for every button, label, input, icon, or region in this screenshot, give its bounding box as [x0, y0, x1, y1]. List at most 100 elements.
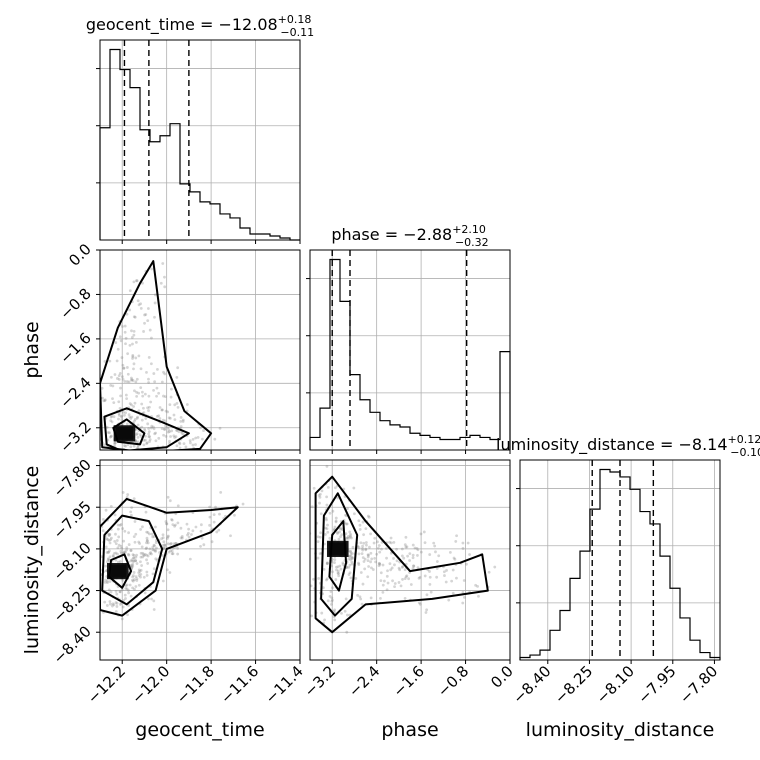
- scatter-point: [109, 536, 113, 540]
- scatter-point: [360, 552, 364, 555]
- x-tick-label-3: −11.6: [217, 662, 262, 707]
- scatter-point: [378, 562, 381, 566]
- labels-layer: geocent_time phase luminosity_distance p…: [21, 321, 714, 741]
- scatter-point: [408, 552, 412, 555]
- scatter-point: [343, 609, 347, 613]
- scatter-point: [395, 547, 398, 551]
- scatter-point: [334, 578, 338, 581]
- scatter-point: [454, 540, 458, 543]
- scatter-point: [392, 540, 396, 544]
- scatter-point: [81, 609, 84, 612]
- title-plus: +0.12: [728, 433, 760, 446]
- y-tick-label-3: −7.95: [50, 497, 95, 542]
- scatter-point: [147, 430, 151, 434]
- scatter-point: [145, 442, 149, 445]
- scatter-point: [368, 545, 371, 549]
- scatter-point: [164, 520, 168, 523]
- contour-level-2: [100, 497, 239, 617]
- scatter-point: [428, 575, 432, 579]
- scatter-point: [148, 435, 152, 439]
- scatter-point: [462, 595, 466, 599]
- scatter-point: [154, 431, 158, 435]
- scatter-point: [90, 603, 93, 606]
- scatter-point: [169, 541, 173, 545]
- scatter-point: [336, 532, 339, 535]
- scatter-point: [443, 574, 446, 577]
- scatter-point: [330, 596, 334, 600]
- scatter-point: [200, 536, 204, 540]
- scatter-point: [336, 569, 340, 573]
- scatter-point: [428, 570, 431, 573]
- scatter-point: [461, 601, 465, 605]
- scatter-point: [136, 436, 140, 439]
- scatter-point: [176, 552, 180, 556]
- scatter-point: [347, 535, 350, 538]
- scatter-point: [119, 550, 123, 553]
- scatter-point: [109, 435, 113, 438]
- scatter-point: [357, 561, 360, 565]
- scatter-point: [445, 569, 448, 572]
- scatter-point: [157, 414, 161, 418]
- scatter-point: [193, 451, 196, 454]
- scatter-point: [130, 329, 133, 333]
- scatter-point: [143, 434, 147, 438]
- scatter-point: [135, 433, 138, 436]
- scatter-point: [233, 513, 236, 517]
- scatter-point: [120, 356, 124, 359]
- scatter-point: [131, 354, 135, 357]
- y-tick-label-4: −7.80: [50, 456, 95, 501]
- scatter-point: [325, 464, 329, 468]
- scatter-point: [128, 402, 132, 406]
- scatter-point: [401, 565, 405, 568]
- scatter-point: [96, 425, 99, 428]
- scatter-point: [153, 380, 157, 384]
- x-axis-label-luminosity_distance: luminosity_distance: [526, 719, 715, 741]
- scatter-point: [106, 581, 109, 584]
- scatter-point: [170, 429, 174, 433]
- scatter-point: [461, 541, 465, 545]
- scatter-point: [347, 536, 351, 540]
- scatter-point: [109, 434, 113, 438]
- scatter-point: [139, 367, 143, 371]
- scatter-point: [97, 551, 100, 554]
- scatter-point: [333, 525, 337, 529]
- scatter-point: [365, 543, 368, 547]
- scatter-point: [376, 546, 380, 550]
- x-axis-label-phase: phase: [381, 719, 438, 741]
- scatter-point: [150, 424, 154, 428]
- scatter-point: [333, 558, 337, 562]
- scatter-point: [163, 419, 167, 423]
- scatter-point: [346, 613, 349, 617]
- scatter-point: [150, 336, 153, 340]
- scatter-point: [124, 393, 128, 397]
- scatter-point: [345, 630, 349, 634]
- scatter-point: [118, 590, 122, 593]
- scatter-point: [131, 379, 135, 382]
- scatter-point: [208, 515, 212, 519]
- scatter-point: [377, 564, 381, 568]
- scatter-point: [107, 532, 111, 536]
- scatter-point: [130, 566, 134, 570]
- scatter-point: [378, 550, 382, 554]
- scatter-point: [333, 561, 336, 564]
- scatter-point: [361, 520, 365, 524]
- scatter-point: [127, 604, 130, 607]
- scatter-point: [493, 565, 497, 569]
- scatter-point: [95, 596, 98, 599]
- scatter-point: [321, 586, 325, 590]
- scatter-point: [134, 559, 137, 563]
- scatter-point: [154, 557, 158, 561]
- scatter-point: [166, 426, 170, 429]
- scatter-point: [103, 580, 107, 584]
- scatter-point: [359, 571, 363, 574]
- scatter-point: [158, 406, 162, 409]
- scatter-point: [125, 422, 129, 426]
- scatter-point: [153, 315, 156, 319]
- scatter-point: [141, 555, 145, 559]
- scatter-point: [137, 574, 141, 577]
- scatter-point: [107, 534, 111, 538]
- scatter-point: [147, 394, 151, 398]
- scatter-point: [147, 381, 150, 384]
- scatter-point: [423, 574, 427, 578]
- contour-level-1: [103, 407, 190, 450]
